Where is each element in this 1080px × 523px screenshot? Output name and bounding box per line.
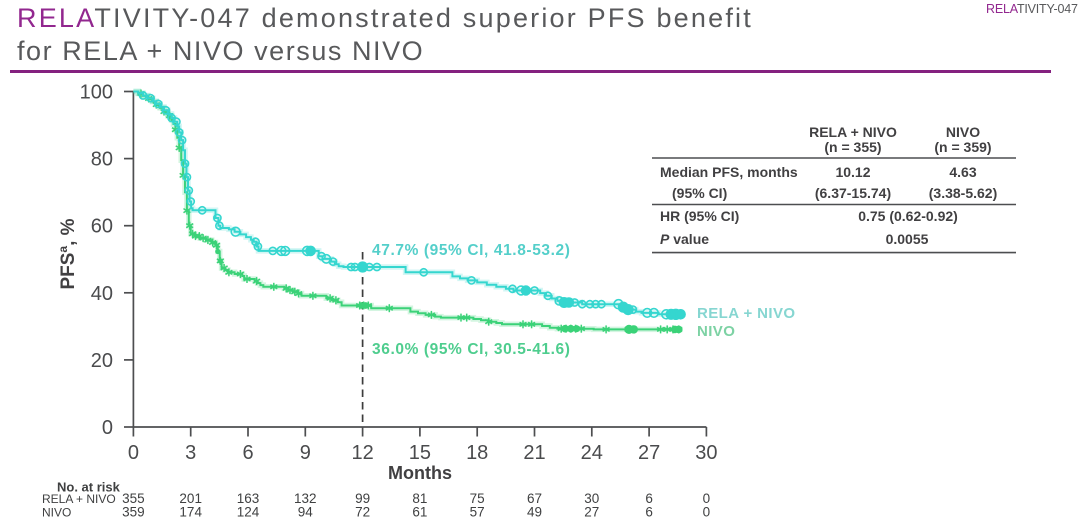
- svg-text:(95% CI): (95% CI): [672, 185, 727, 201]
- svg-text:RELA + NIVO: RELA + NIVO: [809, 124, 897, 140]
- svg-text:0: 0: [128, 442, 139, 464]
- svg-text:PFSa, %: PFSa, %: [56, 218, 79, 289]
- svg-text:20: 20: [91, 350, 113, 372]
- svg-text:3: 3: [185, 442, 196, 464]
- svg-text:(6.37-15.74): (6.37-15.74): [815, 185, 891, 201]
- svg-text:27: 27: [584, 505, 599, 520]
- svg-text:27: 27: [638, 442, 660, 464]
- svg-text:0.75 (0.62-0.92): 0.75 (0.62-0.92): [858, 208, 958, 224]
- svg-text:21: 21: [523, 442, 545, 464]
- svg-text:NIVO: NIVO: [946, 124, 980, 140]
- svg-text:61: 61: [412, 505, 427, 520]
- svg-text:174: 174: [179, 505, 202, 520]
- svg-text:355: 355: [122, 491, 145, 506]
- svg-text:163: 163: [237, 491, 260, 506]
- svg-text:30: 30: [584, 491, 599, 506]
- svg-text:NIVO: NIVO: [42, 506, 71, 520]
- svg-text:201: 201: [179, 491, 202, 506]
- svg-text:57: 57: [470, 505, 485, 520]
- svg-text:80: 80: [91, 149, 113, 171]
- svg-text:30: 30: [695, 442, 717, 464]
- svg-text:132: 132: [294, 491, 317, 506]
- svg-text:49: 49: [527, 505, 542, 520]
- svg-text:6: 6: [242, 442, 253, 464]
- svg-text:124: 124: [237, 505, 260, 520]
- svg-text:RELA + NIVO: RELA + NIVO: [697, 305, 795, 322]
- svg-text:24: 24: [581, 442, 603, 464]
- svg-text:18: 18: [466, 442, 488, 464]
- svg-text:RELA + NIVO: RELA + NIVO: [42, 492, 116, 506]
- svg-text:36.0% (95% CI, 30.5-41.6): 36.0% (95% CI, 30.5-41.6): [372, 341, 571, 358]
- svg-text:6: 6: [645, 505, 653, 520]
- svg-text:67: 67: [527, 491, 542, 506]
- svg-text:75: 75: [470, 491, 485, 506]
- svg-text:NIVO: NIVO: [697, 323, 735, 340]
- svg-text:6: 6: [645, 491, 653, 506]
- svg-text:9: 9: [300, 442, 311, 464]
- svg-text:40: 40: [91, 283, 113, 305]
- svg-text:12: 12: [351, 442, 373, 464]
- svg-text:60: 60: [91, 216, 113, 238]
- svg-text:100: 100: [80, 82, 113, 104]
- svg-text:10.12: 10.12: [835, 164, 870, 180]
- svg-text:359: 359: [122, 505, 145, 520]
- svg-text:0.0055: 0.0055: [886, 231, 929, 247]
- svg-text:No. at risk: No. at risk: [57, 480, 121, 495]
- svg-text:Median PFS, months: Median PFS, months: [660, 164, 798, 180]
- svg-text:81: 81: [412, 491, 427, 506]
- svg-text:(n = 355): (n = 355): [824, 139, 881, 155]
- svg-text:4.63: 4.63: [949, 164, 976, 180]
- svg-text:15: 15: [409, 442, 431, 464]
- svg-text:Months: Months: [388, 463, 452, 483]
- svg-text:0: 0: [703, 491, 711, 506]
- svg-text:0: 0: [102, 417, 113, 439]
- svg-text:72: 72: [355, 505, 370, 520]
- svg-text:(3.38-5.62): (3.38-5.62): [929, 185, 997, 201]
- svg-text:99: 99: [355, 491, 370, 506]
- svg-text:47.7% (95% CI, 41.8-53.2): 47.7% (95% CI, 41.8-53.2): [372, 242, 571, 259]
- svg-text:HR (95% CI): HR (95% CI): [660, 208, 739, 224]
- svg-text:0: 0: [703, 505, 711, 520]
- svg-text:94: 94: [298, 505, 314, 520]
- svg-text:P value: P value: [660, 231, 709, 247]
- svg-text:(n = 359): (n = 359): [934, 139, 991, 155]
